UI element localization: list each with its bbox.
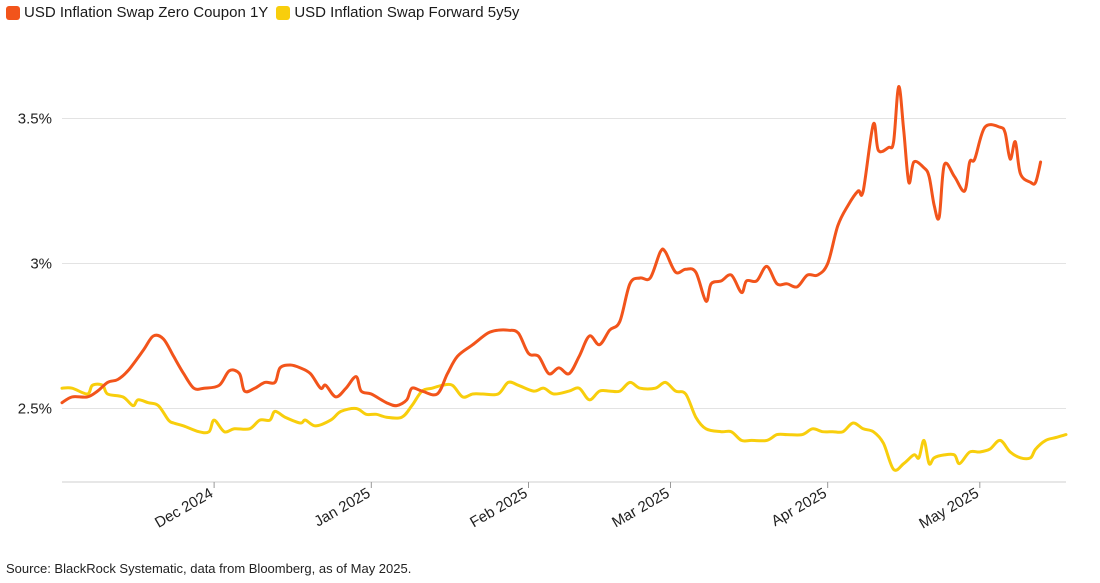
legend-item-5y5y: USD Inflation Swap Forward 5y5y [276,4,519,21]
x-tick-label-1: Jan 2025 [311,485,373,531]
x-tick-label-4: Apr 2025 [768,485,829,530]
legend-item-1y: USD Inflation Swap Zero Coupon 1Y [6,4,268,21]
x-tick-label-2: Feb 2025 [467,485,530,531]
legend-swatch-1y [6,5,20,20]
source-note: Source: BlackRock Systematic, data from … [6,561,412,576]
x-tick-label-3: Mar 2025 [609,485,672,531]
legend-label-5y5y: USD Inflation Swap Forward 5y5y [294,4,520,21]
y-tick-label-0: 2.5% [18,401,52,418]
y-tick-label-2: 3.5% [18,111,52,128]
chart-legend: USD Inflation Swap Zero Coupon 1Y USD In… [6,4,527,21]
legend-swatch-5y5y [276,5,291,20]
y-tick-label-1: 3% [30,256,52,273]
series-line-1y [60,85,1043,408]
x-tick-label-0: Dec 2024 [152,485,216,532]
series-line-5y5y [60,380,1068,472]
legend-label-1y: USD Inflation Swap Zero Coupon 1Y [24,4,269,21]
x-tick-label-5: May 2025 [916,485,982,533]
